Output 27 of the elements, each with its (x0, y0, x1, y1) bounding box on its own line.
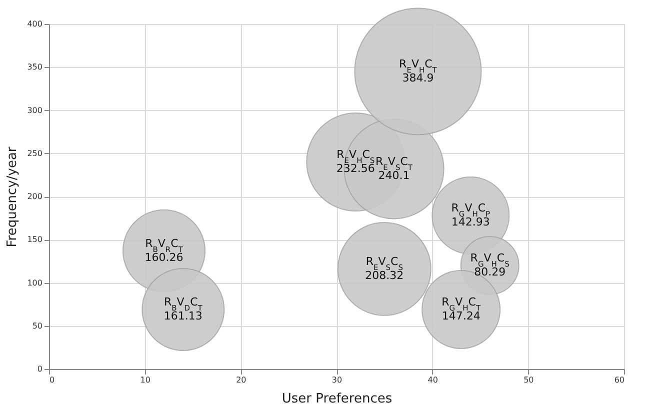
x-tick-label: 50 (524, 376, 534, 384)
y-tick-label: 50 (32, 321, 42, 330)
x-tick-label: 0 (50, 376, 55, 384)
x-tick-label: 30 (332, 376, 342, 384)
y-tick-label: 350 (27, 62, 42, 72)
y-tick-label: 400 (27, 20, 42, 28)
x-axis-title: User Preferences (282, 392, 392, 406)
annotation: R$_{E}$V$_{S}$C$_{S}$ 208.32 (365, 254, 404, 282)
annotation: R$_{E}$V$_{S}$C$_{T}$ 240.1 (376, 154, 413, 182)
x-tick-label: 10 (140, 376, 150, 384)
y-tick-label: 150 (27, 235, 42, 244)
annotation: R$_{E}$V$_{H}$C$_{S}$ 232.56 (336, 148, 375, 175)
annotation: R$_{G}$V$_{H}$C$_{T}$ 147.24 (442, 295, 481, 322)
annotation: R$_{B}$V$_{R}$C$_{T}$ 160.26 (144, 236, 184, 264)
x-tick-label: 40 (428, 376, 438, 384)
y-tick-label: 0 (37, 364, 42, 374)
y-tick-label: 250 (27, 148, 42, 158)
x-tick-label: 60 (614, 376, 624, 384)
annotation: R$_{G}$V$_{H}$C$_{S}$ 80.29 (470, 252, 510, 278)
y-tick-label: 200 (27, 192, 42, 201)
annotation: R$_{E}$V$_{H}$C$_{T}$ 384.9 (399, 57, 438, 84)
y-tick-label: 100 (27, 278, 42, 288)
x-tick-label: 20 (236, 376, 246, 384)
y-axis-title: Frequency/year (5, 146, 20, 248)
annotation: R$_{G}$V$_{H}$C$_{P}$ 142.93 (451, 201, 491, 228)
y-tick-label: 300 (27, 106, 42, 115)
annotation: R$_{B}$V$_{D}$C$_{T}$ 161.13 (164, 295, 203, 322)
